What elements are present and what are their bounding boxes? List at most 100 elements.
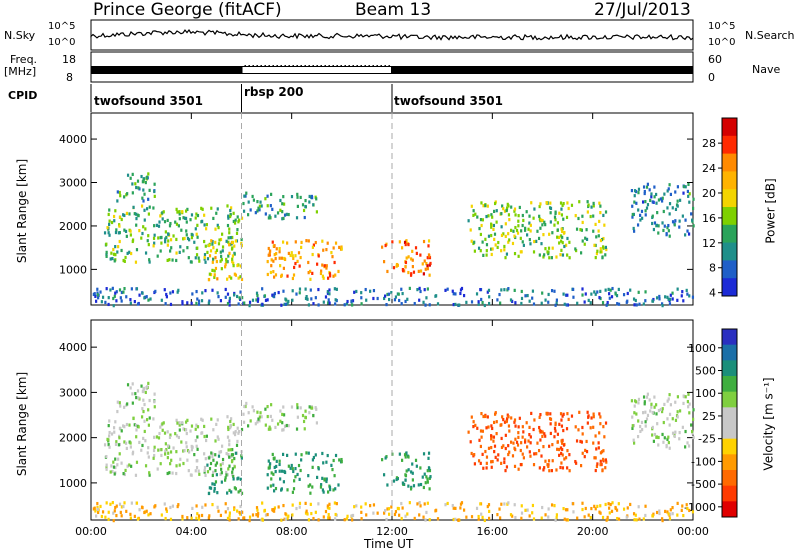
velocity-cell [114,457,117,461]
velocity-cell [533,418,536,422]
velocity-cell [310,511,313,516]
velocity-cell [289,466,292,470]
power-cell [211,260,214,264]
power-cell [326,241,329,245]
power-cell [171,290,175,294]
power-cell [201,291,204,295]
velocity-cell [230,417,233,421]
power-cell [503,244,506,249]
velocity-cell [269,484,272,488]
velocity-cell [514,437,517,441]
power-cell [135,212,138,216]
power-cell [639,213,642,217]
velocity-cell [99,504,102,509]
power-cell [315,210,319,214]
velocity-cell [392,479,396,483]
power-cell [548,232,551,236]
power-cell [183,236,186,241]
power-cell [632,212,635,217]
velocity-cell [230,490,233,494]
power-cell [331,255,334,259]
power-cell [643,189,646,194]
velocity-cell [227,448,230,452]
velocity-cell [309,483,312,487]
power-cell [334,273,337,277]
velocity-cell [496,513,499,517]
velocity-cell [650,405,653,409]
power-cell [473,249,476,253]
power-cell [562,217,565,221]
velocity-cell [561,447,564,452]
velocity-cell [485,455,489,459]
velocity-cell [614,506,617,511]
velocity-cell [225,470,228,475]
velocity-cell [400,458,404,462]
power-cell [96,293,99,297]
power-cell [484,204,487,208]
power-cell [107,302,110,307]
velocity-cell [109,470,112,474]
x-axis-title: Time UT [364,537,414,551]
velocity-cell [691,429,694,434]
velocity-cell [293,479,296,483]
power-cell [224,295,227,299]
velocity-cell [590,506,593,511]
power-cell [485,243,489,247]
power-cell [123,228,126,232]
velocity-cell [169,433,172,437]
power-cell [149,297,152,301]
velocity-cell [512,441,515,445]
power-cell [141,196,144,200]
velocity-cb-swatch [722,501,737,518]
power-cell [224,287,227,292]
velocity-cell [411,471,414,475]
power-cell [386,269,389,274]
velocity-cell [175,464,178,468]
power-cell [228,275,231,279]
power-cell [228,251,231,255]
velocity-cell [143,402,146,407]
power-cell [565,303,568,307]
power-cb-frame [721,117,738,297]
velocity-cell [112,511,115,515]
velocity-cell [551,443,554,447]
nave-dot [352,65,354,67]
power-cell [355,289,358,294]
velocity-cell [426,469,429,473]
power-cell [577,216,580,221]
velocity-cell [136,389,140,393]
power-cb-swatch [722,207,737,226]
velocity-cell [231,453,235,457]
velocity-cell [479,461,482,465]
velocity-cell [555,516,558,520]
power-cell [633,194,636,198]
power-cell [195,253,199,257]
velocity-cell [165,507,168,511]
power-cell [549,206,553,211]
power-cell [204,289,207,293]
power-cell [185,220,188,224]
power-cell [678,198,682,202]
power-cell [226,260,229,264]
velocity-cell [197,514,201,518]
power-cell [249,208,252,212]
power-cell [292,256,295,261]
velocity-cell [305,451,308,455]
power-cell [655,296,659,300]
velocity-cell [321,451,324,456]
power-cell [480,223,483,228]
velocity-cell [340,460,343,464]
power-cell [256,294,259,298]
velocity-cell [562,428,565,433]
power-cell [472,213,475,217]
velocity-cell [540,516,543,520]
power-cell [143,208,146,212]
power-cell [528,221,531,225]
velocity-cell [369,504,372,508]
power-cell [403,240,407,245]
velocity-cell [657,435,660,440]
power-cell [284,257,287,262]
velocity-cell [255,506,259,510]
power-cell [322,276,325,280]
power-cell [532,302,536,306]
